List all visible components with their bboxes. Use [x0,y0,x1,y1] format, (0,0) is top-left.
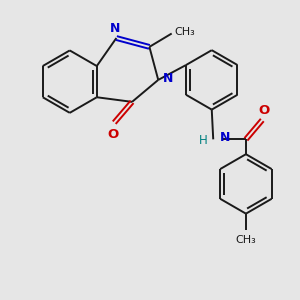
Text: N: N [163,72,173,85]
Text: CH₃: CH₃ [236,235,256,245]
Text: H: H [199,134,208,147]
Text: N: N [220,131,230,144]
Text: CH₃: CH₃ [174,27,195,37]
Text: O: O [258,104,269,117]
Text: O: O [107,128,118,141]
Text: N: N [110,22,120,35]
